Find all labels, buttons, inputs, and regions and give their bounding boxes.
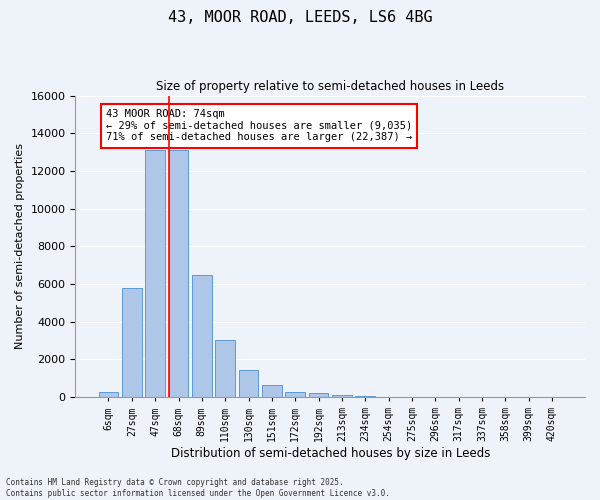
Bar xyxy=(332,394,352,397)
Bar xyxy=(239,370,259,397)
Bar xyxy=(122,288,142,397)
Text: 43 MOOR ROAD: 74sqm
← 29% of semi-detached houses are smaller (9,035)
71% of sem: 43 MOOR ROAD: 74sqm ← 29% of semi-detach… xyxy=(106,109,412,142)
Bar xyxy=(215,340,235,397)
Title: Size of property relative to semi-detached houses in Leeds: Size of property relative to semi-detach… xyxy=(156,80,504,93)
Bar xyxy=(308,394,328,397)
Text: 43, MOOR ROAD, LEEDS, LS6 4BG: 43, MOOR ROAD, LEEDS, LS6 4BG xyxy=(167,10,433,25)
Bar xyxy=(145,150,165,397)
Y-axis label: Number of semi-detached properties: Number of semi-detached properties xyxy=(15,144,25,350)
Bar xyxy=(169,150,188,397)
X-axis label: Distribution of semi-detached houses by size in Leeds: Distribution of semi-detached houses by … xyxy=(170,447,490,460)
Bar xyxy=(285,392,305,397)
Bar xyxy=(192,274,212,397)
Text: Contains HM Land Registry data © Crown copyright and database right 2025.
Contai: Contains HM Land Registry data © Crown c… xyxy=(6,478,390,498)
Bar xyxy=(262,385,282,397)
Bar xyxy=(355,396,375,397)
Bar xyxy=(98,392,118,397)
